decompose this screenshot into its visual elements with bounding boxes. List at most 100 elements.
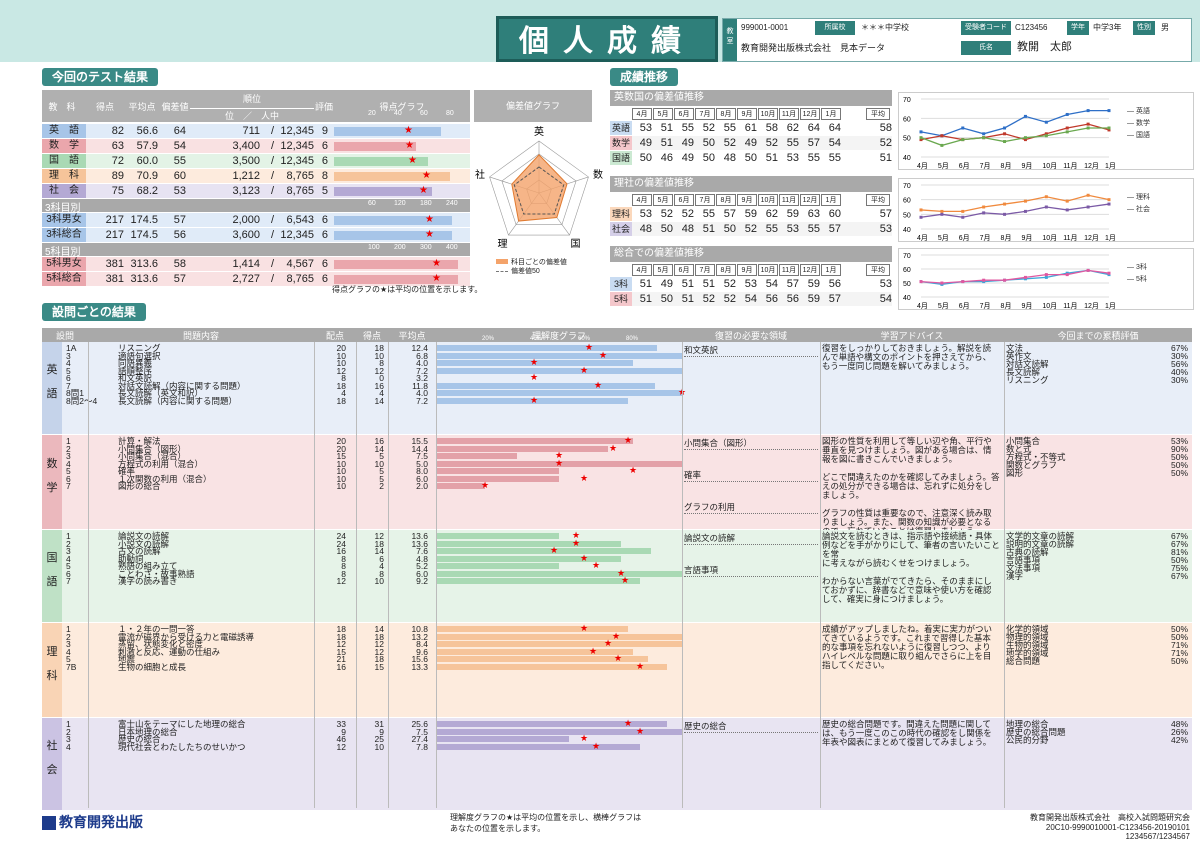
y-tick: 40 <box>903 227 911 234</box>
question-score: 2 <box>379 481 384 491</box>
trend-value: 52 <box>681 208 694 220</box>
result-value: 4,567 <box>286 258 314 270</box>
cumulative-rate: 67% <box>1170 571 1188 581</box>
question-points: 10 <box>336 358 346 368</box>
cumulative-area: 英作文 <box>1006 351 1032 361</box>
trend-row-label: 社会 <box>610 222 632 236</box>
understanding-avg-star: ★ <box>589 645 598 656</box>
x-tick: 6月 <box>959 302 970 310</box>
series-point <box>919 138 923 142</box>
score-bar <box>334 187 432 196</box>
result-value: 89 <box>111 170 124 182</box>
subject-side-label: 数 学 <box>42 435 62 529</box>
understanding-avg-star: ★ <box>530 357 539 367</box>
question-number: 2 <box>66 726 71 737</box>
student-name: 教開 太郎 <box>1017 41 1072 53</box>
question-content: 漢字の読み書き <box>118 576 178 586</box>
result-value: 217 <box>105 214 124 226</box>
question-points: 8 <box>341 568 346 579</box>
y-tick: 40 <box>903 295 911 302</box>
series-point <box>961 138 965 142</box>
question-content: 語順整序 <box>118 365 153 376</box>
x-tick: 1月 <box>1105 234 1116 242</box>
column-divider <box>1004 342 1005 808</box>
avg-star: ★ <box>408 155 417 166</box>
result-value: 57 <box>173 214 186 226</box>
result-value: / <box>270 273 274 285</box>
series-point <box>1065 112 1069 116</box>
review-area: グラフの利用 <box>684 501 818 514</box>
trend-row-bg <box>610 136 892 150</box>
y-tick: 40 <box>903 155 911 162</box>
result-value: 174.5 <box>130 214 158 226</box>
cumulative-rate: 81% <box>1170 547 1188 557</box>
month-cell: 平均 <box>866 194 890 206</box>
question-points: 10 <box>336 466 346 476</box>
question-content: 小問集合（混合） <box>118 451 187 461</box>
subject-side-label: 理 科 <box>42 623 62 717</box>
understanding-bar <box>436 563 559 569</box>
result-value: 2,727 <box>232 273 260 285</box>
result-value: 54 <box>173 140 186 152</box>
series-point <box>919 280 923 284</box>
trend-value: 50 <box>702 152 715 164</box>
month-cell: 平均 <box>866 264 890 276</box>
trend-row-label: 数学 <box>610 136 632 150</box>
result-value: 68.2 <box>136 185 158 197</box>
question-points: 20 <box>336 343 346 353</box>
understanding-bar <box>436 360 633 366</box>
understanding-bar <box>436 533 559 539</box>
page-title: 個人成績票 <box>496 16 718 104</box>
cumulative-rate: 67% <box>1170 531 1188 541</box>
question-number: 4 <box>66 458 71 469</box>
series-point <box>1086 122 1090 126</box>
result-value: 3,500 <box>232 155 260 167</box>
series-point <box>1003 202 1007 206</box>
understanding-bar <box>436 367 682 374</box>
result-value: 381 <box>105 273 124 285</box>
radar-label: 理 <box>498 238 508 250</box>
question-score: 10 <box>374 350 384 361</box>
x-tick: 12月 <box>1084 234 1099 242</box>
understanding-bar <box>436 656 648 662</box>
trend-value: 55 <box>807 223 820 235</box>
trend-value: 59 <box>744 208 757 220</box>
trend-value: 58 <box>879 122 892 134</box>
code-label: 受験者コード <box>961 21 1011 35</box>
question-average: 13.3 <box>411 661 428 672</box>
question-points: 20 <box>336 436 346 446</box>
questions-header-cell: 平均点 <box>398 331 426 341</box>
subject-name: 5科総合 <box>42 272 86 286</box>
exam-id: 999001-0001 <box>741 23 789 32</box>
questions-header-cell: 得点 <box>362 331 381 341</box>
series-point <box>1065 199 1069 203</box>
question-score: 14 <box>374 443 384 454</box>
avg-star: ★ <box>425 229 434 240</box>
month-cell: 6月 <box>674 194 694 206</box>
result-value: 313.6 <box>130 273 158 285</box>
question-score: 31 <box>374 719 384 729</box>
footer-publisher: 教育開発出版株式会社 高校入試問題研究会 20C10-9990010001-C1… <box>1030 812 1190 841</box>
trend-group-header: 理社の偏差値推移 <box>610 176 892 192</box>
understanding-avg-star: ★ <box>617 567 626 578</box>
understanding-avg-star: ★ <box>555 450 564 460</box>
trend-value: 52 <box>723 137 736 149</box>
trend-value: 57 <box>807 137 820 149</box>
series-point <box>940 281 944 285</box>
series-point <box>919 130 923 134</box>
trend-value: 46 <box>660 152 673 164</box>
question-points: 8 <box>341 553 346 564</box>
results-header-cell: 平均点 <box>128 102 156 112</box>
publisher-line-2: 20C10-9990010001-C123456-20190101 <box>1045 823 1190 832</box>
month-cell: 8月 <box>716 264 736 276</box>
understanding-bar <box>436 453 517 459</box>
trend-value: 51 <box>660 137 673 149</box>
result-value: 6 <box>321 273 328 285</box>
question-average: 7.2 <box>416 395 428 406</box>
cumulative-rate: 30% <box>1170 351 1188 361</box>
question-score: 25 <box>374 734 384 744</box>
trend-line-chart: 70 60 50 40 4月 5月 6月 7月 8月 9月 10月 11月 12月 1月 — 理科 — 社会 <box>903 183 1150 242</box>
series-point <box>1003 212 1007 216</box>
trend-value: 55 <box>765 223 778 235</box>
trend-value: 52 <box>702 293 715 305</box>
